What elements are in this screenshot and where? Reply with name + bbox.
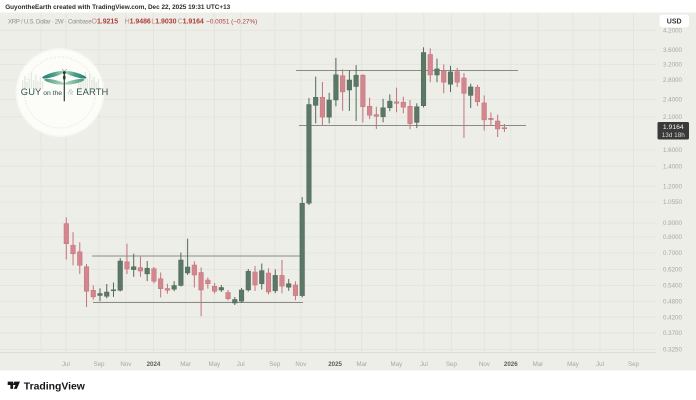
- svg-text:1.9164: 1.9164: [663, 124, 684, 131]
- svg-text:Nov: Nov: [120, 361, 132, 368]
- svg-text:Mar: Mar: [533, 361, 544, 368]
- svg-text:USD: USD: [667, 19, 682, 26]
- svg-text:&: &: [68, 88, 75, 97]
- svg-text:3.6000: 3.6000: [663, 47, 682, 54]
- svg-text:Mar: Mar: [356, 361, 367, 368]
- svg-text:0.3700: 0.3700: [663, 330, 682, 337]
- svg-text:0.8000: 0.8000: [663, 234, 682, 241]
- svg-text:XRP / U.S. Dollar · 2W · Coinb: XRP / U.S. Dollar · 2W · Coinbase: [8, 18, 92, 25]
- svg-text:O1.9215: O1.9215: [92, 18, 119, 25]
- svg-text:L1.9030: L1.9030: [151, 18, 176, 25]
- svg-text:GUY: GUY: [21, 86, 42, 97]
- svg-text:0.5400: 0.5400: [663, 283, 682, 290]
- svg-text:2026: 2026: [504, 361, 518, 368]
- svg-text:0.7000: 0.7000: [663, 250, 682, 257]
- svg-text:C1.9164: C1.9164: [178, 18, 204, 25]
- svg-text:2024: 2024: [147, 361, 161, 368]
- svg-text:0.6200: 0.6200: [663, 267, 682, 274]
- svg-text:2.8000: 2.8000: [663, 77, 682, 84]
- svg-text:Nov: Nov: [295, 361, 307, 368]
- svg-text:4.2000: 4.2000: [663, 28, 682, 35]
- svg-text:2.4000: 2.4000: [663, 97, 682, 104]
- svg-text:0.4200: 0.4200: [663, 314, 682, 321]
- svg-text:2025: 2025: [328, 361, 342, 368]
- svg-text:1.6000: 1.6000: [663, 147, 682, 154]
- svg-text:GuyontheEarth created with Tra: GuyontheEarth created with TradingView.c…: [5, 4, 230, 11]
- svg-text:Sep: Sep: [628, 361, 640, 368]
- svg-text:Jul: Jul: [420, 361, 428, 368]
- svg-text:1.4000: 1.4000: [663, 164, 682, 171]
- svg-text:Nov: Nov: [479, 361, 491, 368]
- svg-text:EARTH: EARTH: [76, 86, 108, 97]
- svg-text:Sep: Sep: [269, 361, 281, 368]
- svg-text:Mar: Mar: [180, 361, 191, 368]
- svg-text:May: May: [567, 361, 580, 368]
- svg-text:Sep: Sep: [446, 361, 458, 368]
- svg-text:2.1000: 2.1000: [663, 114, 682, 121]
- svg-text:TradingView: TradingView: [24, 381, 86, 392]
- svg-text:Sep: Sep: [93, 361, 105, 368]
- svg-text:1.0550: 1.0550: [663, 199, 682, 206]
- svg-text:0.4800: 0.4800: [663, 299, 682, 306]
- svg-text:0.9000: 0.9000: [663, 220, 682, 227]
- svg-text:Jul: Jul: [237, 361, 245, 368]
- svg-text:13d 18h: 13d 18h: [662, 132, 686, 139]
- svg-text:May: May: [391, 361, 404, 368]
- svg-text:May: May: [208, 361, 221, 368]
- svg-text:H1.9486: H1.9486: [125, 18, 151, 25]
- svg-text:−0.0051 (−0.27%): −0.0051 (−0.27%): [206, 18, 257, 25]
- svg-text:Jul: Jul: [596, 361, 604, 368]
- svg-text:0.3250: 0.3250: [663, 347, 682, 354]
- svg-text:Jul: Jul: [62, 361, 70, 368]
- svg-text:on the: on the: [43, 90, 62, 97]
- svg-text:3.2000: 3.2000: [663, 62, 682, 69]
- svg-text:1.2000: 1.2000: [663, 184, 682, 191]
